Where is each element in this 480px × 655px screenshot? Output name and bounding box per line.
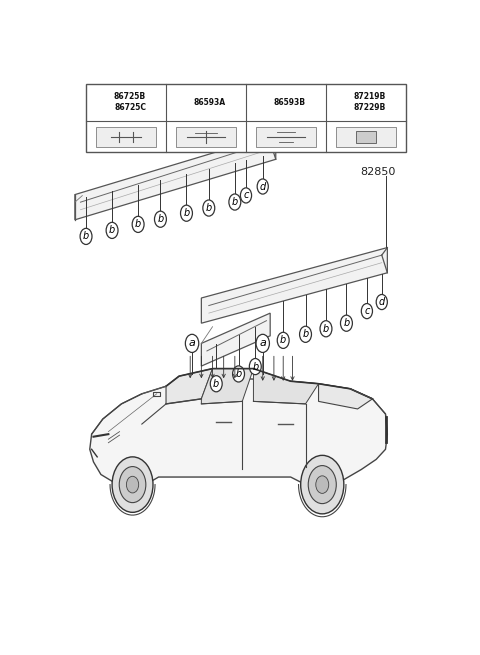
Circle shape	[255, 96, 265, 109]
FancyBboxPatch shape	[356, 131, 376, 143]
Polygon shape	[202, 313, 270, 366]
Circle shape	[277, 332, 289, 348]
Text: d: d	[260, 181, 266, 191]
Circle shape	[256, 334, 269, 352]
Text: b: b	[280, 335, 287, 345]
Text: b: b	[323, 324, 329, 334]
Circle shape	[96, 96, 105, 109]
Circle shape	[132, 216, 144, 233]
Circle shape	[233, 366, 244, 382]
Circle shape	[155, 211, 167, 227]
Circle shape	[257, 179, 268, 194]
Circle shape	[119, 466, 146, 502]
FancyBboxPatch shape	[86, 84, 406, 152]
Text: a: a	[189, 339, 195, 348]
Text: c: c	[258, 98, 263, 107]
Text: 82850: 82850	[360, 167, 396, 177]
Text: 82860: 82860	[197, 91, 232, 102]
Text: 86593A: 86593A	[194, 98, 226, 107]
Text: b: b	[302, 329, 309, 339]
FancyBboxPatch shape	[336, 126, 396, 147]
Circle shape	[240, 188, 252, 203]
Polygon shape	[202, 369, 253, 404]
Circle shape	[308, 466, 336, 504]
Polygon shape	[253, 369, 319, 404]
Text: b: b	[83, 231, 89, 242]
Circle shape	[210, 376, 222, 392]
Text: b: b	[343, 318, 349, 328]
Text: b: b	[178, 98, 183, 107]
Polygon shape	[90, 379, 387, 490]
Text: c: c	[364, 306, 370, 316]
Circle shape	[376, 295, 387, 310]
FancyBboxPatch shape	[96, 126, 156, 147]
Circle shape	[80, 229, 92, 244]
Polygon shape	[166, 369, 213, 404]
Circle shape	[106, 222, 118, 238]
Text: b: b	[252, 362, 258, 371]
Circle shape	[185, 334, 199, 352]
FancyBboxPatch shape	[176, 126, 236, 147]
Text: a: a	[259, 339, 266, 348]
Text: b: b	[213, 379, 219, 389]
Circle shape	[300, 455, 344, 514]
Circle shape	[316, 476, 329, 493]
Text: b: b	[135, 219, 141, 229]
Circle shape	[203, 200, 215, 216]
Text: a: a	[98, 98, 103, 107]
Text: b: b	[183, 208, 190, 218]
Circle shape	[229, 194, 241, 210]
Text: c: c	[243, 191, 249, 200]
Circle shape	[180, 205, 192, 221]
Polygon shape	[319, 384, 372, 409]
Circle shape	[320, 321, 332, 337]
Polygon shape	[202, 248, 387, 323]
Text: b: b	[205, 203, 212, 213]
Circle shape	[249, 358, 261, 375]
Text: 87219B
87229B: 87219B 87229B	[354, 92, 386, 113]
Text: b: b	[232, 197, 238, 207]
Text: d: d	[379, 297, 385, 307]
Polygon shape	[75, 134, 276, 220]
Circle shape	[126, 476, 139, 493]
Circle shape	[361, 303, 372, 319]
FancyBboxPatch shape	[256, 126, 316, 147]
Text: 86725B
86725C: 86725B 86725C	[114, 92, 146, 113]
Text: d: d	[337, 98, 343, 107]
Text: b: b	[109, 225, 115, 235]
Text: b: b	[235, 369, 242, 379]
Circle shape	[340, 315, 352, 331]
Circle shape	[300, 326, 312, 343]
Circle shape	[112, 457, 153, 512]
Text: 86593B: 86593B	[274, 98, 306, 107]
Circle shape	[336, 96, 345, 109]
Circle shape	[176, 96, 185, 109]
Text: b: b	[157, 214, 164, 224]
